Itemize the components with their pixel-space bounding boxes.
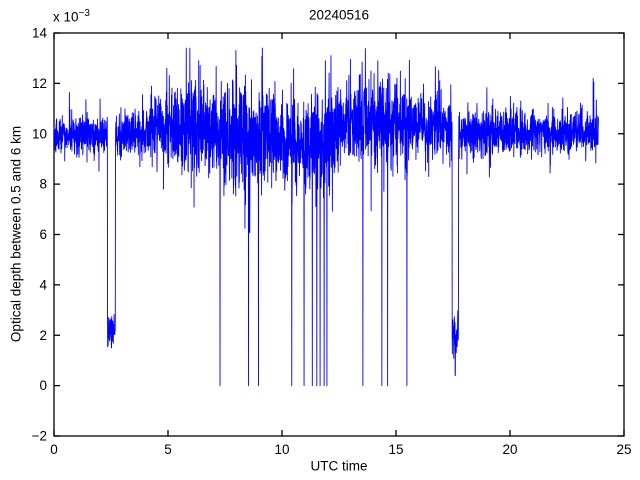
y-axis-multiplier-exponent: −3 — [78, 8, 90, 19]
y-tick-label: 12 — [32, 76, 47, 91]
x-tick-label: 10 — [274, 442, 289, 457]
optical-depth-series-line — [53, 47, 599, 387]
x-tick-label: 0 — [50, 442, 58, 457]
axes-box — [53, 32, 625, 437]
x-tick-label: 15 — [388, 442, 403, 457]
plot-title: 20240516 — [308, 7, 370, 23]
x-tick-label: 20 — [502, 442, 517, 457]
y-tick-label: 8 — [39, 177, 47, 192]
y-tick-label: 2 — [39, 328, 47, 343]
x-tick-label: 5 — [164, 442, 172, 457]
y-tick-label: 14 — [32, 26, 48, 41]
y-tick-label: 10 — [32, 126, 47, 141]
x-axis-label: UTC time — [310, 458, 368, 474]
y-tick-label: 0 — [39, 378, 47, 393]
y-axis-multiplier-base: x 10 — [53, 9, 79, 25]
y-tick-label: 6 — [39, 227, 47, 242]
y-tick-label: −2 — [32, 429, 47, 444]
y-tick-label: 4 — [39, 277, 47, 292]
y-axis-label: Optical depth between 0.5 and 6 km — [8, 125, 24, 343]
x-tick-label: 25 — [616, 442, 631, 457]
y-axis-multiplier: x 10−3 — [53, 8, 90, 25]
